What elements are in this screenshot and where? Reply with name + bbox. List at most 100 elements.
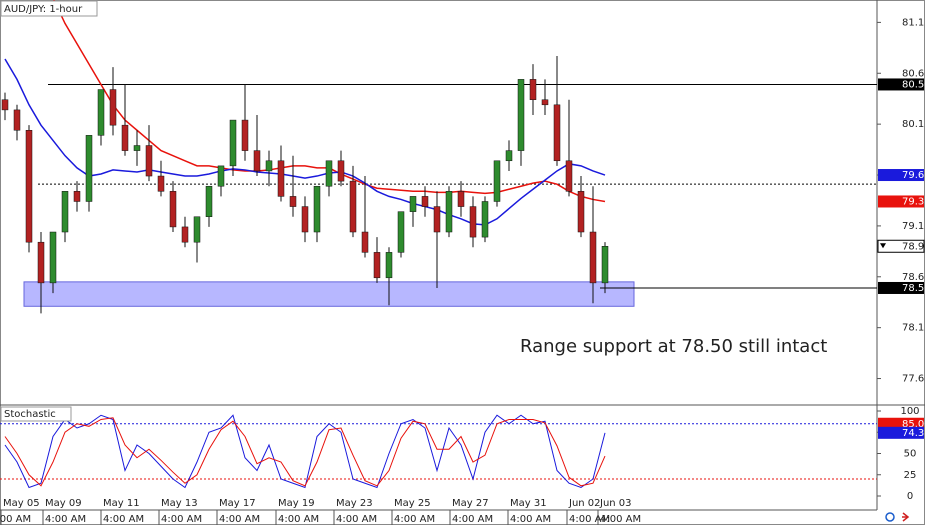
candle-body [349,180,357,233]
level-label: 80.50 [902,79,925,90]
x-time-label: 4:00 AM [336,514,377,525]
candle-body [1,99,9,111]
candle-body [457,191,465,207]
corner-icons [885,512,910,522]
x-time-label: 6:00 AM [0,514,31,525]
stoch-line [4,417,606,487]
stoch-value-label: 74.33 [902,428,925,439]
candle-body [469,206,477,238]
x-date-label: May 31 [510,498,547,509]
candle-body [37,241,45,284]
candle-body [601,246,609,284]
stoch-value-box [878,426,924,439]
candle-body [577,191,585,233]
x-time-label: 4:00 AM [600,514,641,525]
candle-body [181,226,189,243]
candle-body [529,79,537,100]
candle-body [25,130,33,243]
x-time-label: 4:00 AM [45,514,86,525]
candle-body [421,196,429,207]
level-label-box [878,78,924,91]
x-date-label: May 09 [45,498,82,509]
y-tick-label: 78.11 [902,323,925,334]
candle-body [517,79,525,151]
last-price-label: 78.91 [902,241,925,252]
x-date-label: May 13 [161,498,198,509]
x-time-label: 4:00 AM [103,514,144,525]
stochastic-panel [0,414,877,489]
candle-body [73,191,81,202]
candle-body [133,145,141,151]
candle-body [85,135,93,202]
candle-body [49,231,57,284]
stoch-level-box [878,417,924,430]
candle-body [217,165,225,187]
stoch-tick-label: 100 [900,406,919,417]
x-date-label: May 25 [394,498,431,509]
x-date-label: May 05 [3,498,40,509]
candle-body [145,145,153,177]
ma-label-box [878,195,924,208]
candle-body [301,206,309,233]
x-date-label: May 17 [219,498,256,509]
x-time-label: 4:00 AM [161,514,202,525]
candle-body [265,160,273,172]
candle-body [253,150,261,172]
x-date-label: Jun 02 [568,498,601,509]
x-date-label: Jun 03 [599,498,632,509]
candle-body [61,191,69,233]
candle-body [193,216,201,243]
x-time-label: 4:00 AM [569,514,610,525]
candle-body [493,160,501,202]
candle-body [121,124,129,151]
candle-body [313,185,321,233]
candle-body [397,211,405,253]
candle-body [325,160,333,187]
stoch-tick-label: 0 [907,491,913,502]
candle-body [553,104,561,162]
last-price-box [877,239,925,253]
y-tick-label: 79.11 [902,221,925,232]
x-time-label: 4:00 AM [278,514,319,525]
candle-body [169,191,177,228]
annotation: Range support at 78.50 still intact [520,336,827,357]
candle-body [481,201,489,238]
moving-average [4,58,606,226]
stoch-level-label: 85.00 [902,419,925,430]
candle-body [445,191,453,233]
x-time-label: 4:00 AM [510,514,551,525]
y-tick-label: 80.61 [902,68,925,79]
level-label-box [878,281,924,294]
candle-body [205,185,213,217]
ma-label-box [878,169,924,182]
ma-label: 79.35 [902,196,925,207]
candle-body [541,99,549,106]
x-time-label: 4:00 AM [219,514,260,525]
x-date-label: May 27 [452,498,489,509]
candle-body [565,160,573,192]
x-date-label: May 19 [278,498,315,509]
candle-body [505,150,513,162]
candle-body [109,89,117,126]
candle-body [97,89,105,136]
candle-body [361,231,369,253]
x-date-label: May 23 [336,498,373,509]
candle-body [13,109,21,131]
y-tick-label: 81.11 [902,17,925,28]
chart-title: AUD/JPY: 1-hour [4,4,83,15]
panel-title: Stochastic [4,409,56,420]
stoch-tick-label: 50 [904,449,917,460]
candle-body [241,119,249,151]
title-box [0,0,98,17]
candle-body [289,196,297,207]
level-label: 78.50 [902,283,925,294]
y-tick-label: 80.11 [902,119,925,130]
ma-label: 79.61 [902,170,925,181]
stoch-tick-label: 25 [904,470,917,481]
axes: 81.11 80.61 80.11 79.61 79.11 78.61 78.11 77.61… [877,17,925,502]
last-price-marker [880,243,886,249]
candle-body [589,231,597,284]
candle-body [385,252,393,279]
